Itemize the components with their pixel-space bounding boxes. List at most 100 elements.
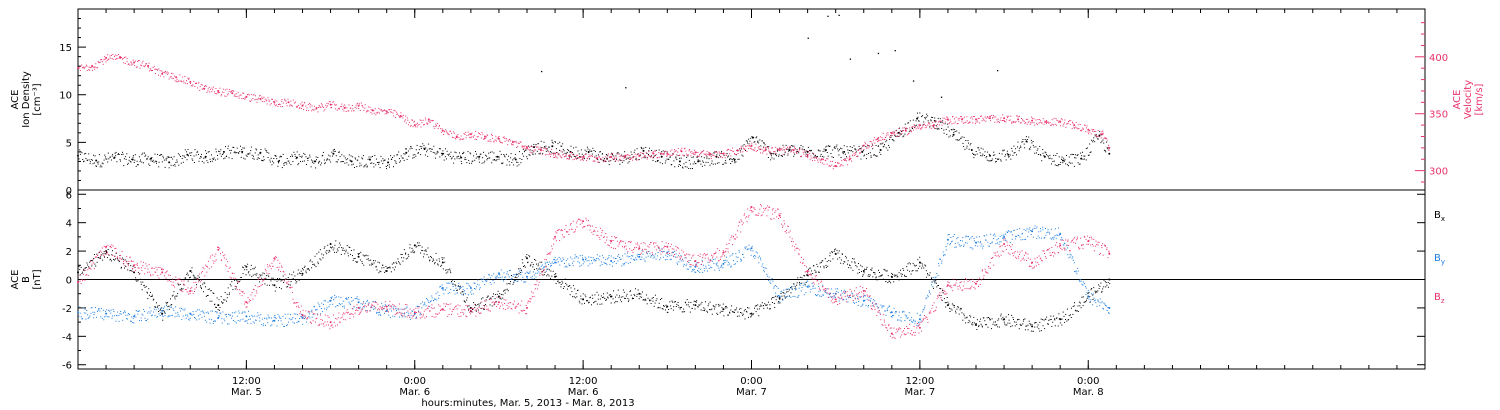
- density-point: [316, 159, 317, 161]
- bx-point: [739, 308, 740, 310]
- bx-point: [580, 295, 582, 297]
- velocity-point: [387, 112, 389, 114]
- density-point: [992, 154, 994, 156]
- velocity-point: [961, 118, 963, 121]
- bx-point: [680, 307, 681, 309]
- bx-point: [643, 299, 645, 301]
- velocity-point: [390, 108, 392, 110]
- density-point: [237, 152, 239, 154]
- velocity-point: [714, 156, 716, 158]
- bx-point: [448, 269, 450, 271]
- bx-point: [716, 312, 718, 314]
- density-point: [243, 157, 245, 159]
- density-point: [993, 151, 995, 153]
- velocity-point: [306, 109, 307, 111]
- velocity-point: [291, 104, 292, 106]
- density-point: [544, 146, 545, 148]
- velocity-point: [167, 73, 169, 75]
- velocity-point: [538, 148, 540, 150]
- density-point: [540, 140, 542, 142]
- velocity-point: [1102, 130, 1104, 132]
- density-point: [959, 139, 961, 141]
- bx-point: [262, 272, 264, 274]
- bx-point: [925, 265, 927, 267]
- bx-point: [1072, 313, 1074, 315]
- by-point: [390, 317, 391, 319]
- velocity-point: [1039, 121, 1041, 123]
- velocity-point: [966, 116, 968, 118]
- bx-point: [1073, 305, 1075, 307]
- density-point: [918, 120, 920, 122]
- density-point: [299, 156, 301, 158]
- density-point: [981, 155, 983, 157]
- bx-point: [866, 266, 868, 268]
- by-point: [384, 312, 385, 314]
- bx-point: [105, 253, 107, 255]
- density-point: [965, 140, 967, 141]
- velocity-point: [190, 83, 191, 84]
- bx-point: [148, 288, 150, 290]
- velocity-point: [935, 120, 937, 122]
- velocity-point: [545, 148, 547, 150]
- density-point: [241, 149, 243, 151]
- by-point: [401, 316, 403, 318]
- by-point: [155, 306, 157, 308]
- by-point: [433, 300, 435, 302]
- velocity-point: [219, 87, 221, 89]
- bx-point: [962, 319, 964, 321]
- velocity-point: [208, 87, 210, 88]
- density-point: [825, 146, 827, 148]
- bx-point: [348, 246, 350, 248]
- density-point: [414, 154, 416, 156]
- velocity-point: [810, 155, 812, 157]
- velocity-point: [307, 104, 309, 106]
- velocity-point: [318, 105, 320, 106]
- density-point: [1058, 164, 1060, 165]
- bx-point: [233, 279, 235, 280]
- density-point: [322, 151, 324, 153]
- bx-point: [783, 295, 785, 297]
- bx-point: [933, 287, 934, 289]
- bx-point: [670, 305, 672, 307]
- velocity-point: [1019, 115, 1020, 117]
- velocity-point: [652, 157, 654, 159]
- density-point: [819, 150, 821, 152]
- density-point: [475, 151, 476, 152]
- density-point: [555, 141, 556, 143]
- bx-point: [1058, 318, 1060, 320]
- density-point: [797, 151, 799, 153]
- bx-point: [972, 324, 974, 326]
- bx-point: [836, 250, 838, 252]
- density-point: [162, 157, 164, 159]
- velocity-point: [586, 160, 588, 162]
- velocity-point: [497, 136, 499, 138]
- density-point: [1089, 152, 1091, 153]
- velocity-point: [532, 146, 534, 148]
- velocity-point: [1014, 122, 1016, 124]
- velocity-point: [554, 152, 557, 155]
- density-point: [980, 155, 982, 157]
- bx-point: [574, 288, 576, 290]
- bx-point: [924, 264, 926, 266]
- bx-point: [1078, 301, 1080, 303]
- bx-point: [100, 257, 102, 259]
- bx-point: [240, 277, 242, 278]
- density-point: [885, 141, 887, 143]
- velocity-point: [557, 152, 558, 154]
- bx-point: [797, 279, 799, 281]
- bx-point: [493, 293, 494, 295]
- density-point: [727, 155, 729, 157]
- velocity-point: [926, 126, 928, 128]
- density-point: [758, 142, 760, 144]
- bx-point: [359, 252, 361, 254]
- density-point: [775, 154, 777, 156]
- bx-point: [727, 314, 729, 316]
- bx-point: [287, 286, 289, 288]
- bx-point: [85, 267, 87, 268]
- by-point: [380, 314, 382, 316]
- bx-point: [325, 251, 327, 253]
- velocity-point: [1036, 122, 1038, 124]
- velocity-point: [1071, 128, 1073, 130]
- velocity-point: [803, 153, 805, 155]
- bx-point: [409, 247, 411, 249]
